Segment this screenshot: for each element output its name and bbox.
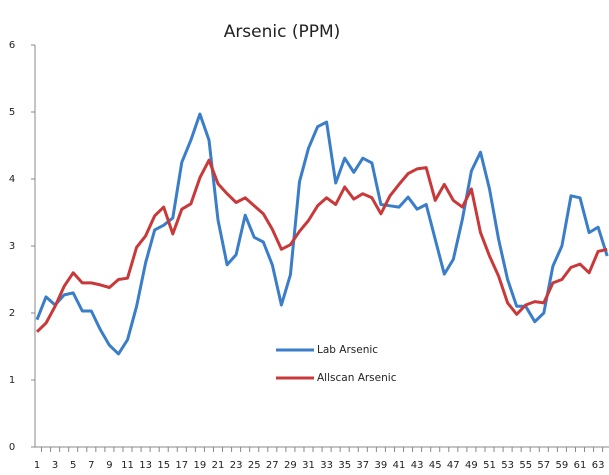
series-line — [35, 158, 608, 333]
x-tick-label: 25 — [248, 460, 261, 471]
y-tick-label: 0 — [9, 442, 15, 453]
y-tick-label: 2 — [9, 308, 15, 319]
x-tick-label: 61 — [574, 460, 587, 471]
series-line — [35, 112, 609, 356]
x-tick-label: 23 — [230, 460, 243, 471]
x-tick-label: 19 — [194, 460, 207, 471]
legend: Lab Arsenic Allscan Arsenic — [276, 344, 397, 384]
x-tick-label: 3 — [52, 460, 58, 471]
y-tick-label: 6 — [9, 40, 15, 51]
legend-label: Allscan Arsenic — [317, 372, 397, 384]
x-tick-label: 47 — [447, 460, 460, 471]
x-tick-label: 45 — [429, 460, 442, 471]
x-tick-label: 15 — [157, 460, 170, 471]
x-tick-label: 5 — [70, 460, 76, 471]
x-tick-label: 1 — [34, 460, 40, 471]
x-tick-label: 37 — [356, 460, 369, 471]
x-tick-label: 51 — [483, 460, 496, 471]
x-tick-label: 53 — [501, 460, 514, 471]
x-tick-label: 49 — [465, 460, 478, 471]
x-tick-label: 7 — [88, 460, 94, 471]
x-tick-label: 27 — [266, 460, 279, 471]
x-tick-label: 57 — [537, 460, 550, 471]
x-tick-label: 29 — [284, 460, 297, 471]
x-tick-label: 33 — [320, 460, 333, 471]
x-tick-label: 41 — [393, 460, 406, 471]
x-tick-label: 13 — [139, 460, 152, 471]
x-tick-label: 39 — [375, 460, 388, 471]
y-tick-label: 3 — [9, 241, 15, 252]
x-tick-label: 43 — [411, 460, 424, 471]
x-tick-label: 11 — [121, 460, 134, 471]
x-tick-label: 63 — [592, 460, 605, 471]
x-tick-label: 31 — [302, 460, 315, 471]
y-tick-label: 5 — [9, 107, 15, 118]
x-tick-label: 9 — [106, 460, 112, 471]
y-tick-label: 1 — [9, 375, 15, 386]
legend-label: Lab Arsenic — [317, 344, 378, 356]
x-tick-label: 59 — [556, 460, 569, 471]
x-tick-label: 21 — [212, 460, 225, 471]
x-tick-label: 55 — [519, 460, 532, 471]
chart-title: Arsenic (PPM) — [224, 22, 341, 42]
x-tick-label: 35 — [338, 460, 351, 471]
x-tick-label: 17 — [175, 460, 188, 471]
y-tick-label: 4 — [9, 174, 15, 185]
